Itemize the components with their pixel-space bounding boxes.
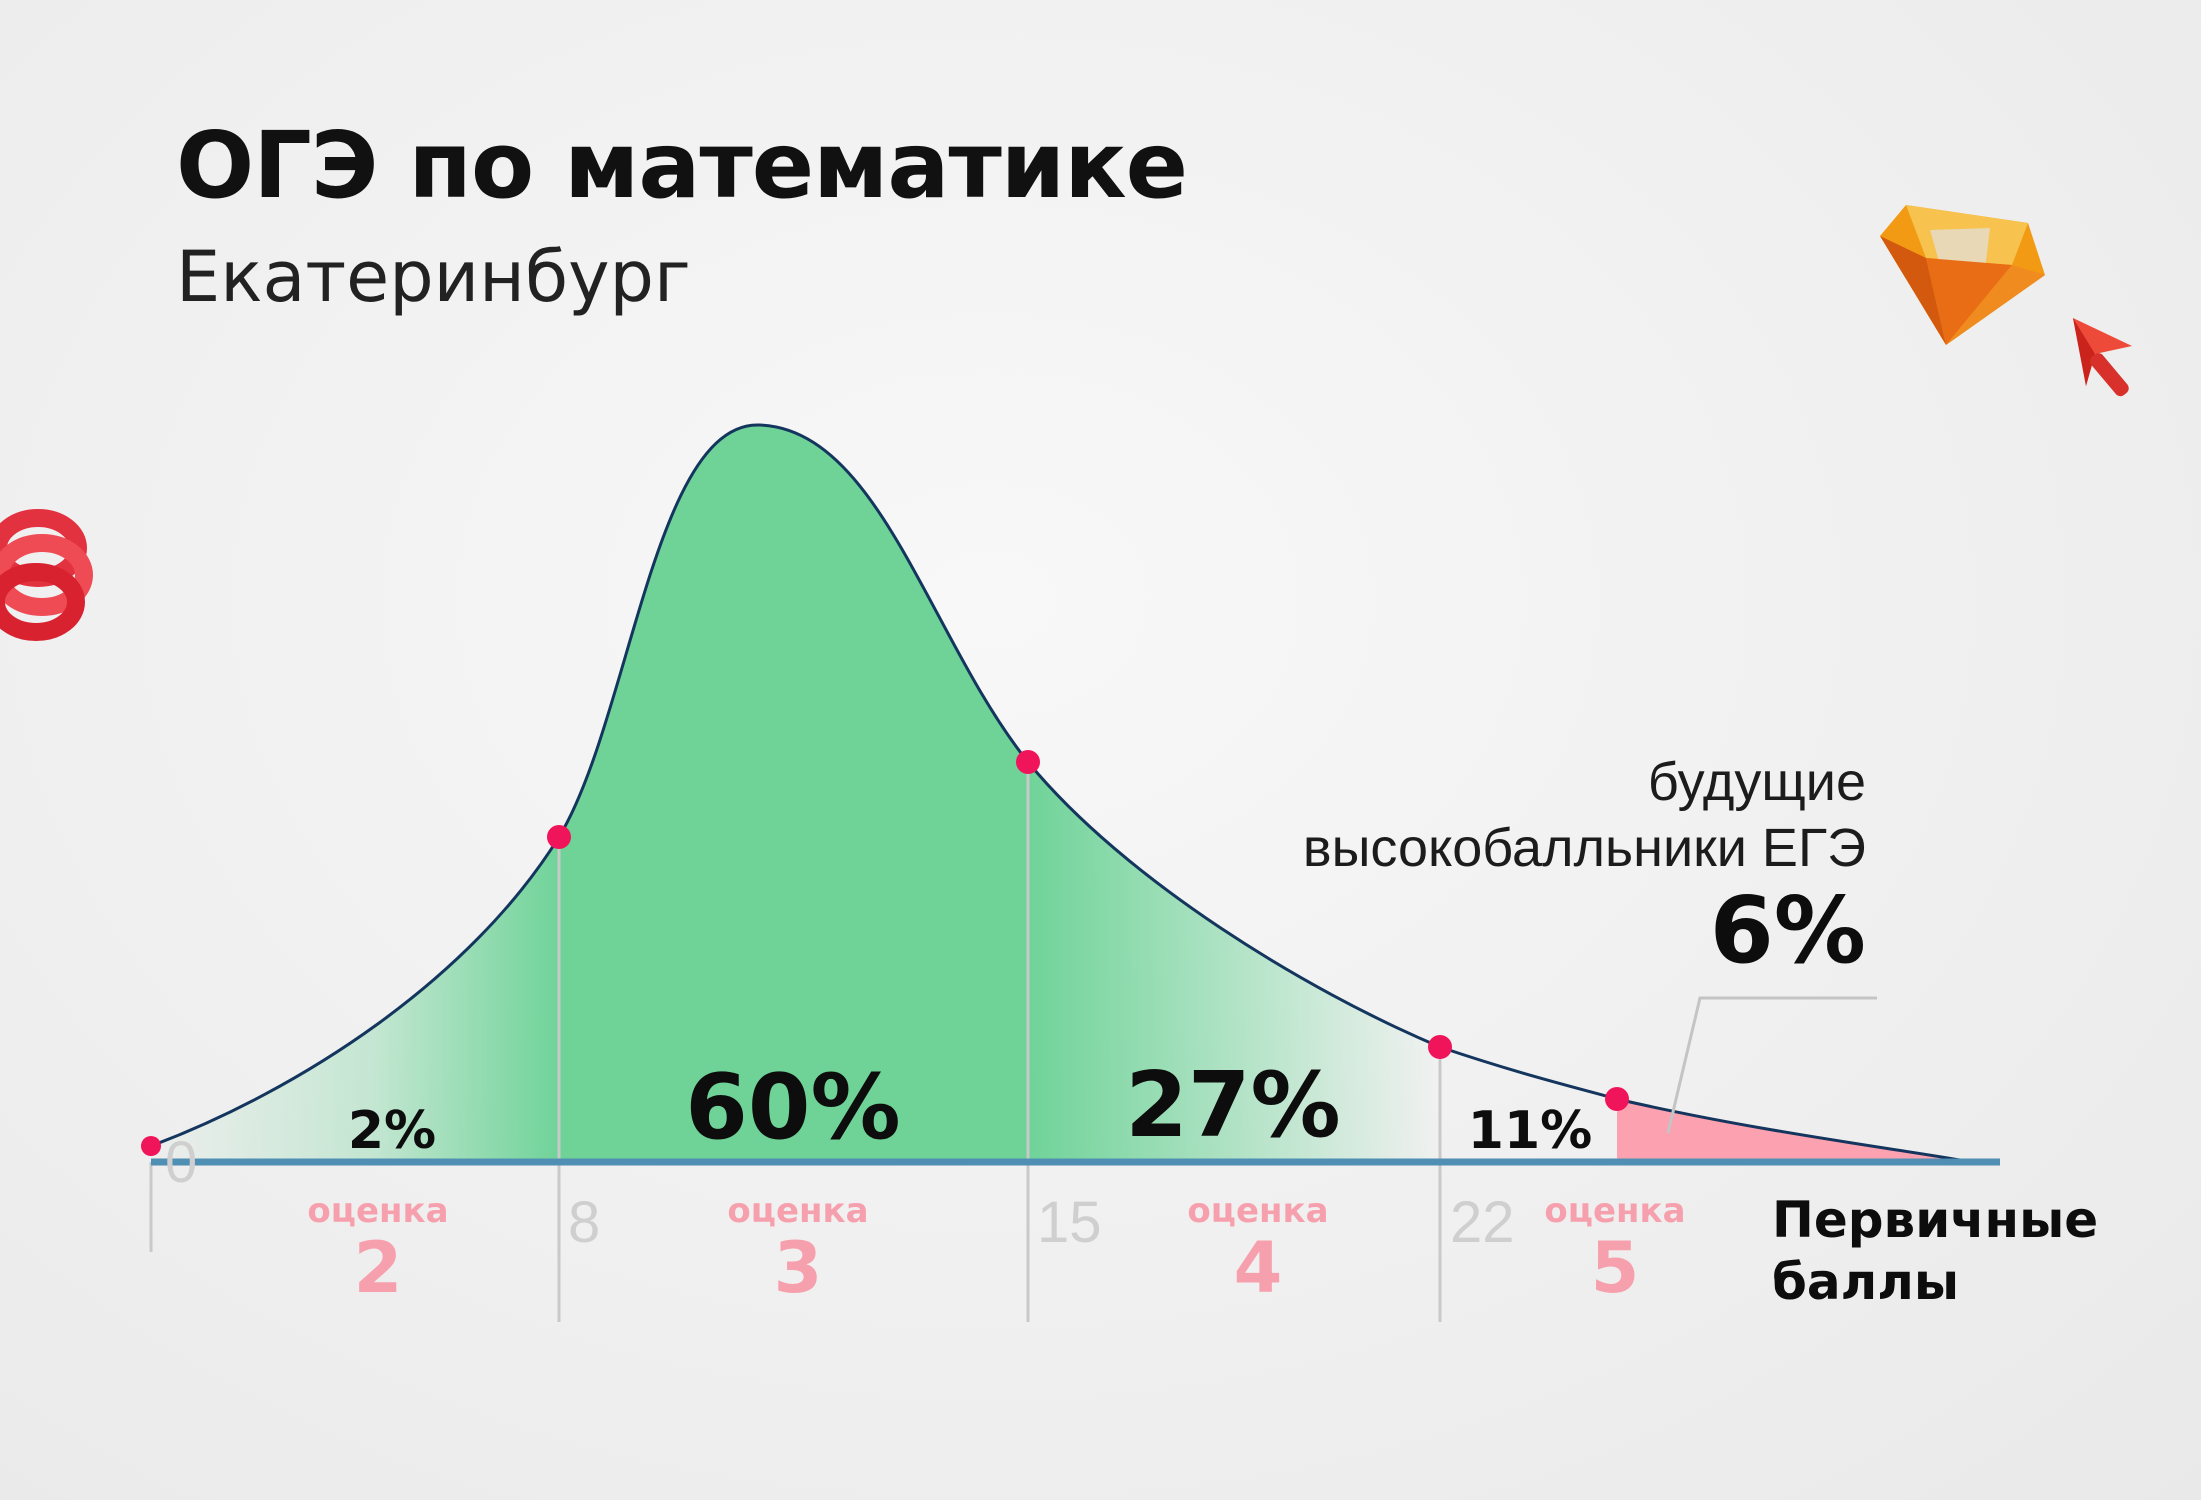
marker-8 [547,825,571,849]
grade-label-3: оценка [727,1191,868,1231]
marker-high [1605,1087,1629,1111]
marker-22 [1428,1035,1452,1059]
area-grade-3 [559,424,1028,1162]
highlight-leader-line [1666,996,1877,1134]
grade-value-5: 5 [1591,1227,1640,1309]
page-subtitle: Екатеринбург [176,236,691,318]
percent-grade-5: 11% [1468,1101,1592,1161]
highlight-label-line2: высокобалльники ЕГЭ [1303,818,1866,878]
diamond-icon [1880,205,2045,345]
grade-label-5: оценка [1544,1191,1685,1231]
grade-value-4: 4 [1234,1227,1283,1309]
marker-0 [141,1136,161,1156]
grade-label-4: оценка [1187,1191,1328,1231]
x-axis-label: Первичные баллы [1772,1191,2116,1311]
x-tick-22: 22 [1450,1190,1515,1255]
marker-15 [1016,750,1040,774]
x-tick-15: 15 [1037,1190,1102,1255]
grade-value-2: 2 [354,1227,403,1309]
highlight-label-line1: будущие [1648,752,1866,812]
area-grade-4 [1028,762,1440,1162]
percent-grade-2: 2% [348,1101,436,1161]
distribution-curve [150,423,1961,1162]
area-grade-2 [151,837,559,1162]
area-high-scorers [1617,1099,1960,1162]
cursor-icon [2073,318,2132,397]
highlight-percent: 6% [1710,877,1866,984]
grade-value-3: 3 [774,1227,823,1309]
x-tick-8: 8 [568,1190,600,1255]
percent-grade-4: 27% [1125,1053,1340,1158]
grade-label-2: оценка [307,1191,448,1231]
spring-icon [0,509,93,641]
percent-grade-3: 60% [685,1055,900,1160]
page-title: ОГЭ по математике [176,112,1188,219]
x-tick-0: 0 [165,1130,197,1195]
